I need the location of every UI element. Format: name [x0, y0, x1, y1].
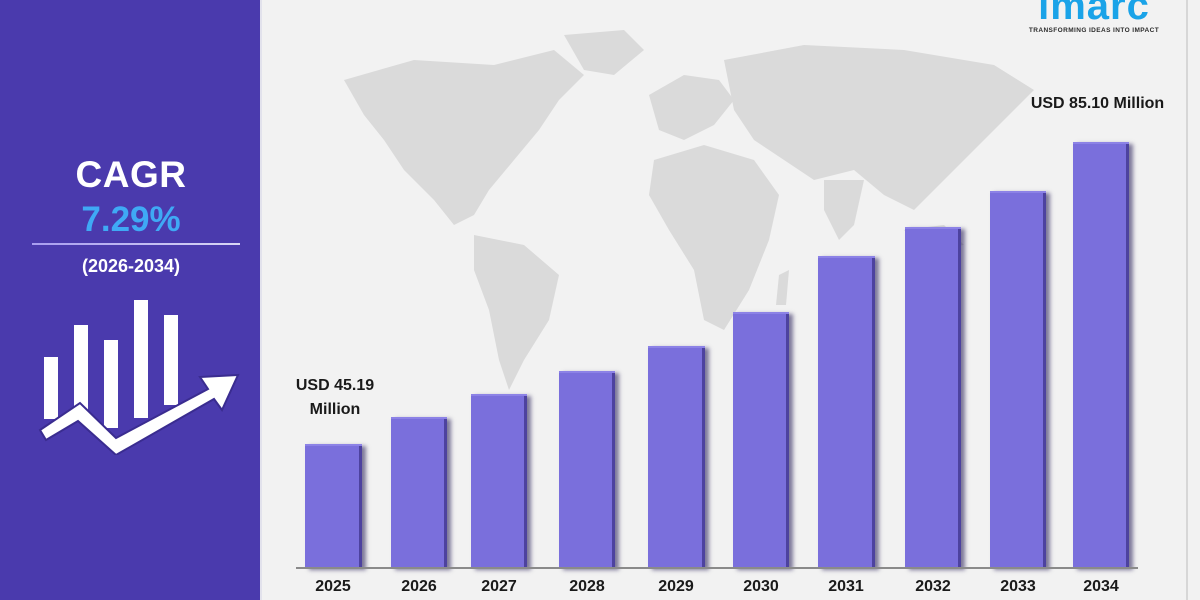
year-label-2029: 2029 [658, 578, 694, 595]
cagr-period: (2026-2034) [81, 256, 181, 276]
bar-2034 [1073, 142, 1129, 568]
start-value-label: USD 45.19 Million [280, 374, 390, 422]
right-border-line [1186, 0, 1188, 600]
cagr-divider [32, 243, 240, 245]
logo-tagline: TRANSFORMING IDEAS INTO IMPACT [1028, 27, 1160, 34]
year-label-2033: 2033 [1000, 578, 1036, 595]
year-label-2025: 2025 [315, 578, 351, 595]
year-label-2031: 2031 [828, 578, 864, 595]
year-label-2030: 2030 [743, 578, 779, 595]
bar-2028 [559, 371, 615, 568]
bar-2032 [905, 227, 961, 568]
year-label-2028: 2028 [569, 578, 605, 595]
cagr-side-panel: CAGR 7.29% (2026-2034) [0, 0, 262, 600]
bar-2029 [648, 346, 705, 568]
bar-2027 [471, 394, 527, 568]
logo-wordmark: imarc [1038, 0, 1150, 28]
year-label-2027: 2027 [481, 578, 517, 595]
start-value-line1: USD 45.19 [295, 377, 375, 394]
year-label-2032: 2032 [915, 578, 951, 595]
bar-2026 [391, 417, 447, 568]
x-axis-baseline [296, 567, 1138, 569]
cagr-label: CAGR [75, 154, 187, 195]
year-label-2026: 2026 [401, 578, 437, 595]
bar-chart-growth-arrow-icon [38, 300, 240, 455]
year-label-2034: 2034 [1083, 578, 1119, 595]
cagr-value: 7.29% [81, 200, 181, 239]
start-value-line2: Million [309, 401, 361, 418]
bar-2033 [990, 191, 1046, 568]
bar-2025 [305, 444, 362, 568]
bar-2031 [818, 256, 875, 568]
bar-2030 [733, 312, 789, 568]
end-value-label: USD 85.10 Million [1030, 95, 1165, 112]
imarc-logo: imarc TRANSFORMING IDEAS INTO IMPACT [1014, 0, 1174, 34]
